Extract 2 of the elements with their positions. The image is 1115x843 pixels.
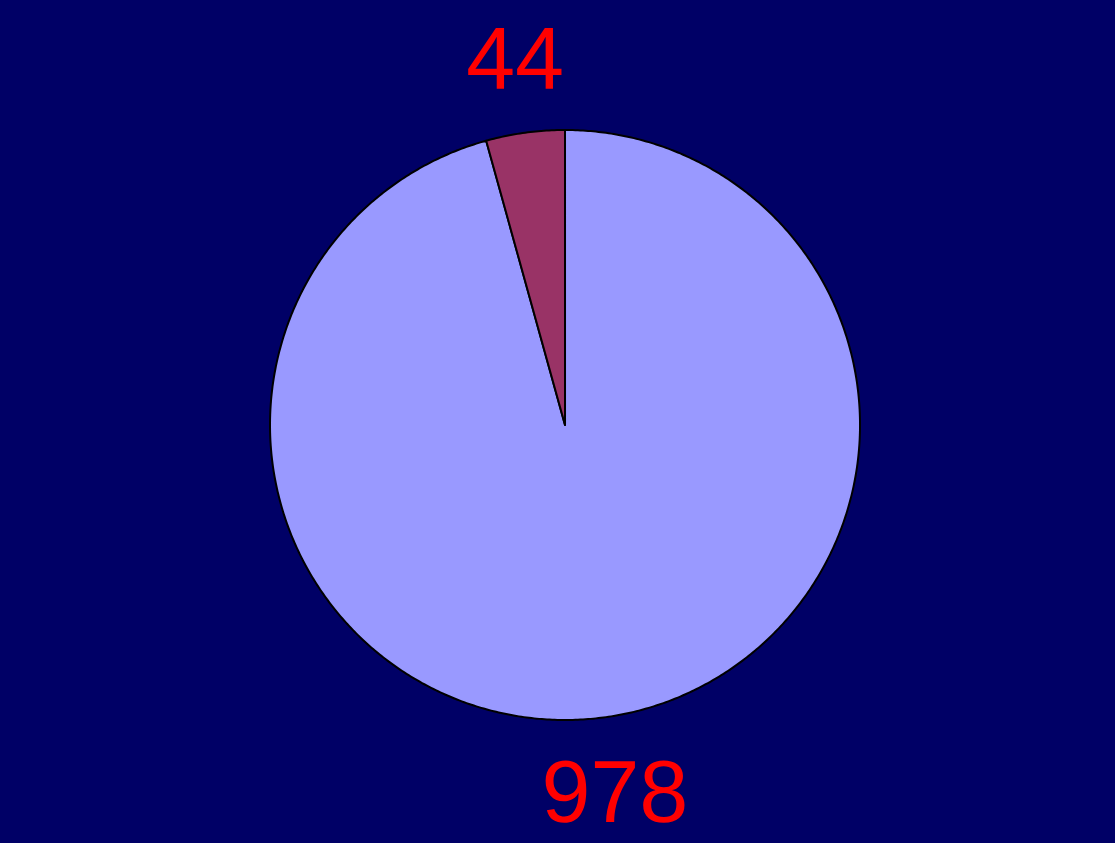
data-label: 44	[468, 28, 562, 89]
data-label: 978	[545, 760, 685, 823]
